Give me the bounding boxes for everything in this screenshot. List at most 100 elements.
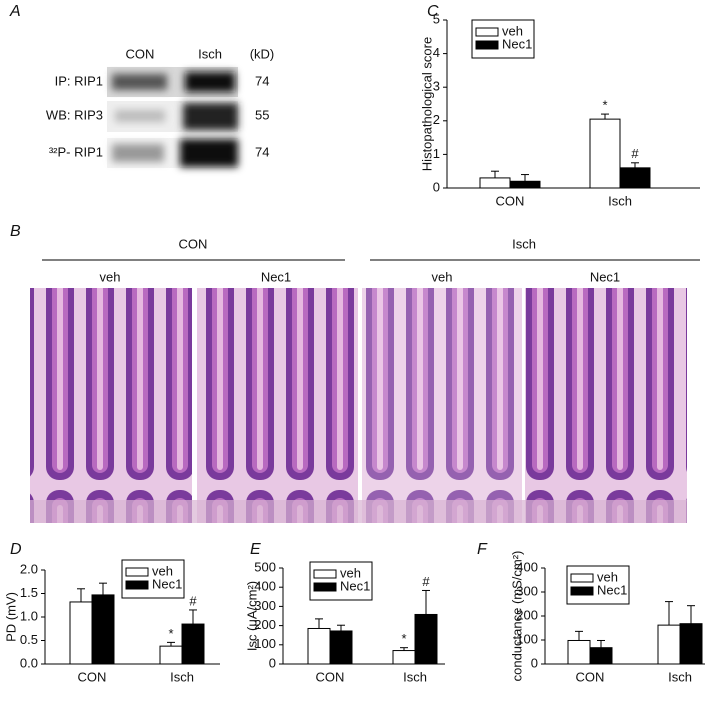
- legend-swatch: [313, 569, 337, 579]
- bar: [91, 594, 115, 665]
- legend-swatch: [475, 27, 499, 37]
- significance: *: [401, 631, 406, 646]
- significance: *: [168, 626, 173, 641]
- y-tick-label: 0: [433, 179, 440, 194]
- y-tick-label: 500: [254, 559, 276, 574]
- y-tick-label: 300: [254, 598, 276, 613]
- y-tick-label: 2: [433, 112, 440, 127]
- y-tick-label: 400: [254, 579, 276, 594]
- row-label: ³²P- RIP1: [49, 144, 103, 159]
- legend-label: veh: [597, 569, 618, 584]
- bar: [567, 639, 591, 665]
- column-label: CON: [126, 46, 155, 61]
- panel-label: E: [250, 541, 261, 558]
- y-axis-label: Isc (μA/cm²): [244, 581, 259, 651]
- y-tick-label: 200: [254, 617, 276, 632]
- y-tick-label: 1.0: [20, 608, 38, 623]
- legend-frame: [471, 19, 535, 59]
- column-label: Isch: [198, 46, 222, 61]
- legend-label: Nec1: [597, 582, 627, 597]
- y-tick-label: 5: [433, 11, 440, 26]
- x-tick-label: Isch: [608, 193, 632, 208]
- column-label: (kD): [250, 46, 275, 61]
- y-tick-label: 1.5: [20, 585, 38, 600]
- y-tick-label: 2.0: [20, 561, 38, 576]
- histology: [30, 288, 687, 523]
- bar: [619, 167, 651, 189]
- kd-value: 55: [255, 107, 269, 122]
- significance: *: [602, 98, 607, 113]
- significance: #: [189, 593, 197, 608]
- y-axis-label: PD (mV): [3, 592, 18, 642]
- bar: [657, 624, 681, 665]
- bar: [414, 613, 438, 665]
- y-tick-label: 1: [433, 146, 440, 161]
- legend-label: veh: [502, 23, 523, 38]
- x-tick-label: Isch: [403, 669, 427, 684]
- legend-label: veh: [340, 565, 361, 580]
- legend-swatch: [570, 586, 594, 596]
- significance: #: [422, 574, 430, 589]
- legend-label: Nec1: [502, 36, 532, 51]
- panel-label: C: [427, 3, 439, 20]
- panel-label: F: [477, 541, 488, 558]
- y-tick-label: 4: [433, 45, 440, 60]
- x-tick-label: CON: [316, 669, 345, 684]
- bar: [679, 623, 703, 665]
- legend-frame: [309, 561, 373, 601]
- y-tick-label: 100: [254, 636, 276, 651]
- significance: #: [631, 146, 639, 161]
- y-tick-label: 0.5: [20, 632, 38, 647]
- y-tick-label: 0: [269, 655, 276, 670]
- legend-swatch: [475, 40, 499, 50]
- y-tick-label: 400: [516, 559, 538, 574]
- group-label: CON: [179, 236, 208, 251]
- blots: [107, 67, 238, 168]
- bar: [479, 177, 511, 189]
- bar: [181, 623, 205, 665]
- y-axis-label: conductance (mS/cm²): [509, 551, 524, 682]
- legend-swatch: [570, 573, 594, 583]
- kd-value: 74: [255, 73, 269, 88]
- condition-label: Nec1: [261, 269, 291, 284]
- legend-frame: [566, 565, 630, 605]
- panel-label: A: [9, 3, 21, 20]
- x-tick-label: CON: [576, 669, 605, 684]
- legend-swatch: [313, 582, 337, 592]
- legend-label: Nec1: [340, 578, 370, 593]
- y-tick-label: 0.0: [20, 655, 38, 670]
- condition-label: Nec1: [590, 269, 620, 284]
- bar: [509, 180, 541, 189]
- panel-label: D: [10, 541, 22, 558]
- panel-label: B: [10, 223, 21, 240]
- group-label: Isch: [512, 236, 536, 251]
- y-tick-label: 0: [531, 655, 538, 670]
- bar: [69, 601, 93, 665]
- kd-value: 74: [255, 144, 269, 159]
- x-tick-label: CON: [78, 669, 107, 684]
- legend-swatch: [125, 580, 149, 590]
- y-tick-label: 100: [516, 631, 538, 646]
- x-tick-label: CON: [496, 193, 525, 208]
- bar: [159, 645, 183, 665]
- row-label: WB: RIP3: [46, 107, 103, 122]
- row-label: IP: RIP1: [55, 73, 103, 88]
- y-axis-label: Histopathological score: [419, 37, 434, 171]
- bar: [589, 647, 613, 665]
- x-tick-label: Isch: [170, 669, 194, 684]
- y-tick-label: 3: [433, 79, 440, 94]
- legend-label: veh: [152, 563, 173, 578]
- condition-label: veh: [432, 269, 453, 284]
- bar: [392, 650, 416, 665]
- bar: [589, 118, 621, 189]
- legend-swatch: [125, 567, 149, 577]
- condition-label: veh: [100, 269, 121, 284]
- bar: [329, 630, 353, 665]
- y-tick-label: 300: [516, 583, 538, 598]
- bar: [307, 627, 331, 665]
- legend-frame: [121, 559, 185, 599]
- legend-label: Nec1: [152, 576, 182, 591]
- x-tick-label: Isch: [668, 669, 692, 684]
- y-tick-label: 200: [516, 607, 538, 622]
